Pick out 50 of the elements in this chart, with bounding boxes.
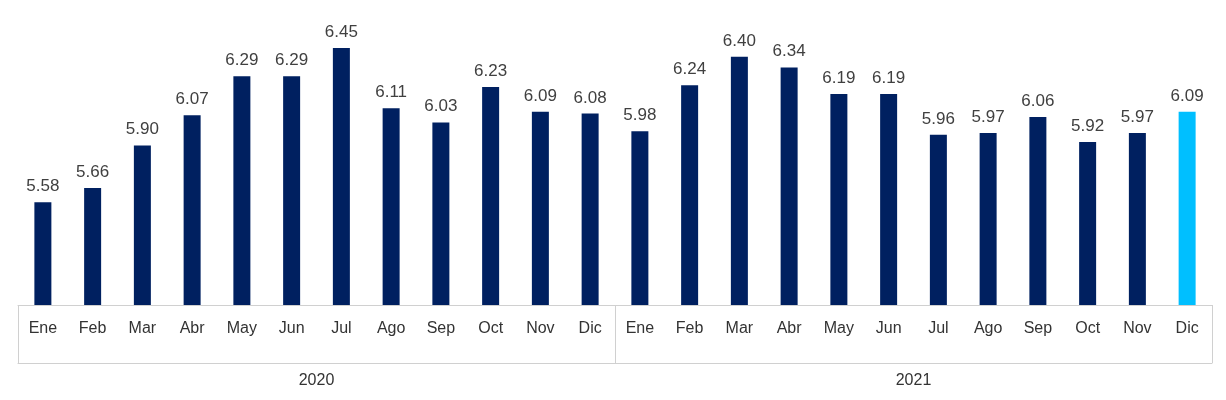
x-tick-label: Oct [1075,318,1101,336]
x-tick-label: Dic [578,318,602,336]
x-tick-label: May [823,318,854,336]
data-label: 5.98 [623,105,657,125]
data-label: 6.23 [474,60,508,80]
x-tick-label: Sep [426,318,456,336]
data-label: 5.92 [1071,115,1105,135]
data-label: 6.29 [225,50,259,70]
data-label: 6.08 [573,87,607,107]
x-tick-label: Sep [1023,318,1053,336]
text: 2021 [895,370,932,388]
data-label: 5.66 [76,162,110,182]
x-tick-label: Nov [1123,318,1152,336]
x-tick-label: Mar [128,318,157,336]
data-label: 6.06 [1021,91,1055,111]
data-label: 6.09 [523,85,557,105]
x-tick-label: Ene [28,318,58,336]
x-tick-label: Jul [331,318,352,336]
x-tick-label: Jun [875,318,902,336]
x-tick-label: Abr [179,318,206,336]
data-label: 6.09 [1170,85,1204,105]
x-tick-label: May [226,318,257,336]
data-label: 5.90 [125,119,159,139]
data-label: 6.03 [424,96,458,116]
data-label: 6.19 [872,68,906,88]
x-tick-label: Dic [1175,318,1199,336]
x-tick-label: Oct [478,318,504,336]
data-label: 6.24 [673,59,707,79]
data-label: 6.40 [722,30,756,50]
data-label: 6.29 [275,50,309,70]
data-label: 5.97 [971,107,1005,127]
data-label: 6.45 [324,22,358,41]
x-tick-label: Nov [526,318,555,336]
x-tick-label: Ago [376,318,406,336]
x-tick-label: Feb [78,318,107,336]
data-label: 5.58 [26,176,60,196]
data-label: 5.96 [921,108,955,128]
x-tick-label: Ene [625,318,655,336]
data-label: 6.07 [175,89,209,109]
x-tick-label: Jun [278,318,305,336]
data-label: 6.19 [822,68,856,88]
data-label: 6.11 [375,82,408,102]
data-label: 6.34 [772,41,806,61]
x-tick-label: Mar [725,318,754,336]
x-tick-label: Feb [675,318,704,336]
x-tick-label: Abr [776,318,803,336]
data-label: 5.97 [1120,107,1154,127]
x-tick-label: Jul [928,318,949,336]
x-tick-label: Ago [973,318,1003,336]
text: 2020 [298,370,335,388]
